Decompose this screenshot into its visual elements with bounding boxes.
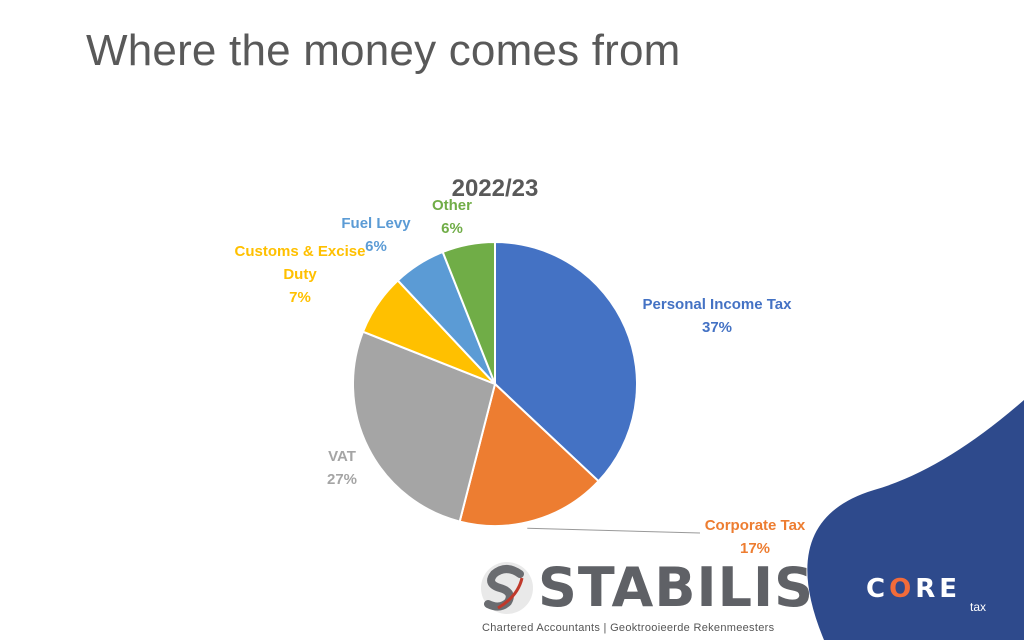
stabilis-s-icon — [481, 562, 533, 614]
slice-label-fuel-levy: Fuel Levy 6% — [341, 215, 411, 255]
core-wordmark: CORE — [866, 574, 961, 604]
slice-labels: Personal Income Tax 37% Corporate Tax 17% VA… — [235, 197, 806, 557]
pie-slice-vat — [352, 330, 497, 523]
slice-label-corporate-tax: Corporate Tax 17% — [705, 517, 806, 557]
slice-label-personal-income-tax: Personal Income Tax 37% — [643, 296, 793, 336]
stabilis-wordmark: STABILIS — [538, 556, 814, 619]
pie-slice-other — [441, 240, 496, 385]
slice-label-other: Other 6% — [432, 197, 472, 237]
stabilis-tagline: Chartered Accountants | Geoktrooieerde R… — [482, 622, 775, 634]
chart-title: 2022/23 — [452, 175, 539, 202]
corner-decoration — [807, 400, 1024, 640]
page-title: Where the money comes from — [86, 26, 681, 75]
core-tax-logo: CORE tax — [866, 574, 996, 630]
pie-slice-corporate-tax — [458, 382, 600, 527]
leader-line-corporate-tax — [527, 527, 701, 534]
slice-label-vat: VAT 27% — [327, 448, 357, 488]
leader-lines — [527, 527, 701, 534]
corner-shape — [807, 400, 1024, 640]
slice-label-customs-excise-duty: Customs & Excise Duty 7% — [235, 243, 366, 306]
pie-slices — [352, 240, 638, 527]
stabilis-logo: STABILIS Chartered Accountants | Geoktro… — [478, 556, 813, 640]
pie-slice-personal-income-tax — [494, 240, 638, 483]
core-subtitle: tax — [969, 600, 986, 614]
